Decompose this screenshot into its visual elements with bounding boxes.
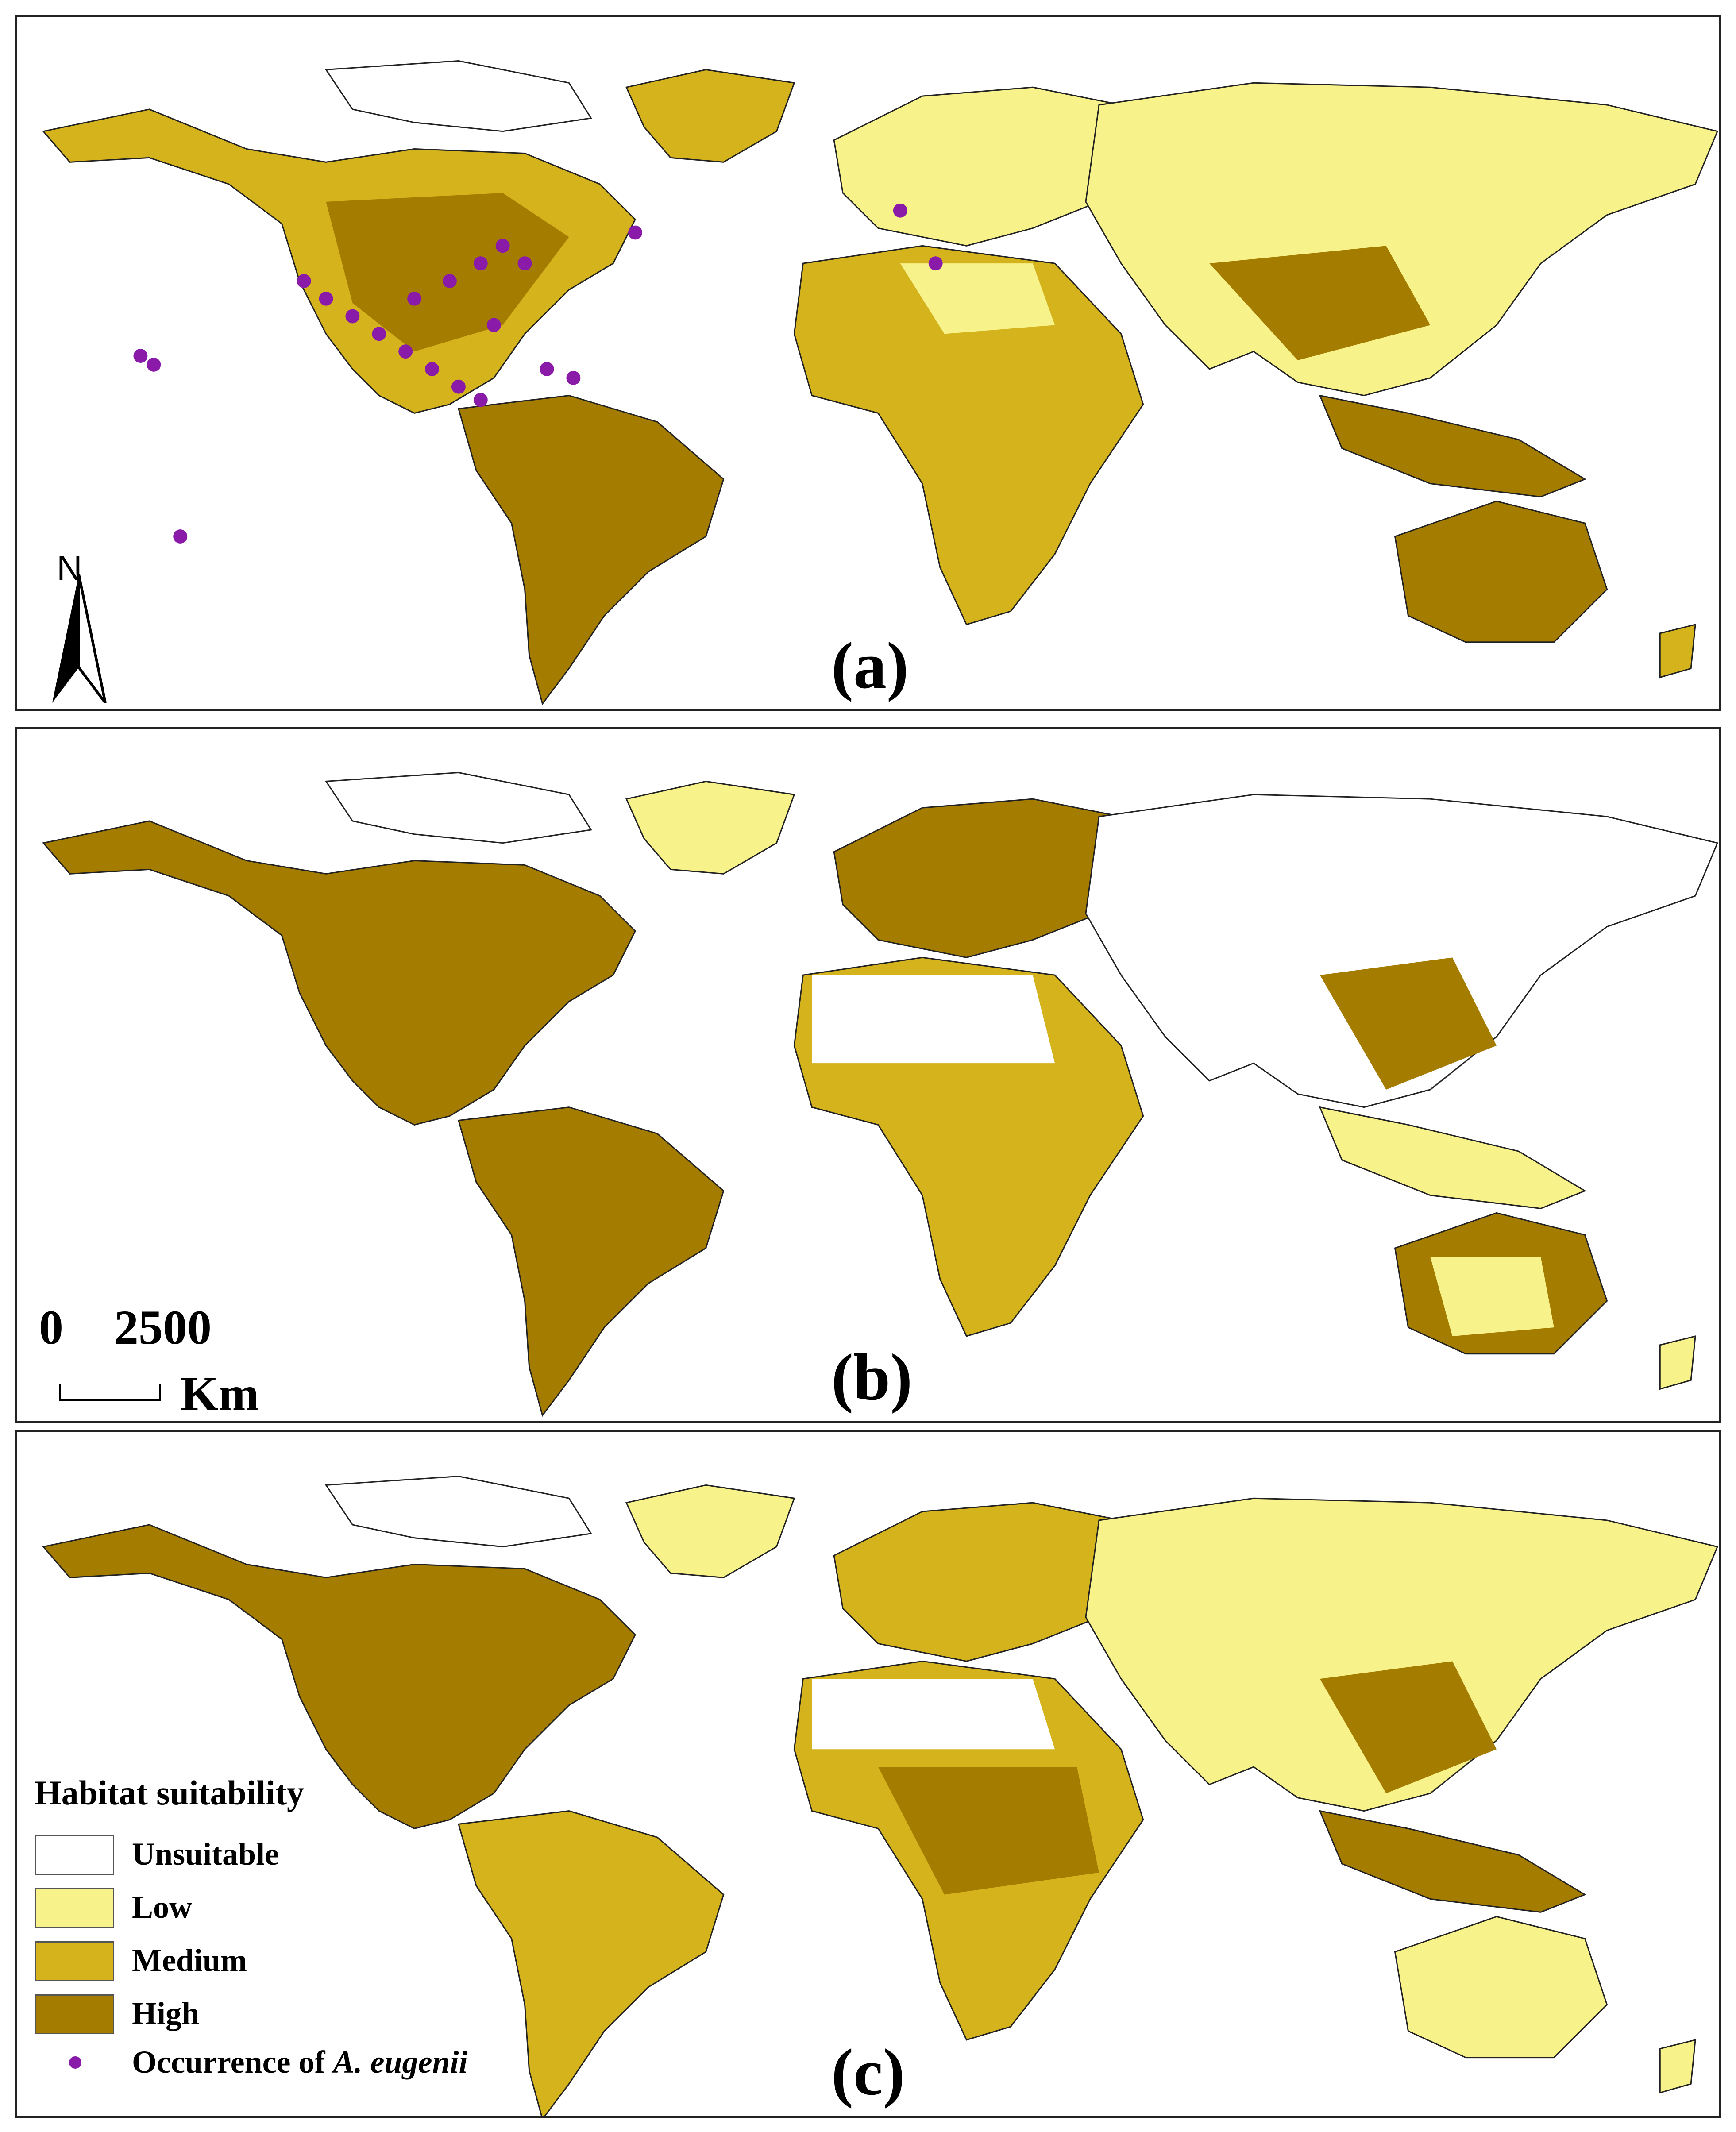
occurrence-point [473,256,488,271]
region-southAmerica [458,1810,725,2116]
world-map-c [42,1475,1719,2116]
legend-label-low: Low [132,1889,193,1925]
region-newZealand [1659,624,1696,679]
occurrence-species: A. eugenii [333,2044,468,2080]
region-northAmerica [42,820,636,1126]
region-seAsia [1319,1106,1586,1209]
occurrence-point [372,327,386,341]
region-northAmerica [42,108,636,414]
area-high-na [326,193,569,352]
region-asia [1085,794,1719,1108]
area-high-china [1319,957,1497,1090]
area-unsuitable-sahara [812,1679,1055,1750]
area-high-asia [1209,246,1431,361]
region-seAsia [1319,1810,1586,1913]
occurrence-point [473,393,488,407]
region-canadaArctic [324,1475,592,1548]
region-canadaArctic [324,771,592,844]
legend-swatch-low [35,1888,114,1928]
scale-bar: 0 2500 Km [35,1299,282,1421]
region-asia [1085,82,1719,397]
occurrence-point [425,362,440,376]
area-unsuitable-sahara [812,975,1055,1064]
map-panel-c: Habitat suitability Unsuitable Low Mediu… [15,1430,1721,2118]
occurrence-point [442,274,457,288]
legend-title: Habitat suitability [35,1773,304,1812]
occurrence-point [173,529,188,544]
north-arrow-icon [52,574,107,703]
panel-label-b: (b) [831,1341,913,1414]
legend-label-medium: Medium [132,1943,247,1978]
occurrence-dot-icon [69,2056,81,2069]
region-southAmerica [458,1106,725,1417]
legend: Habitat suitability Unsuitable Low Mediu… [35,1773,610,2116]
legend-label-occurrence: Occurrence of A. eugenii [132,2044,468,2081]
occurrence-point [928,256,943,271]
occurrence-point [319,291,333,306]
region-newZealand [1659,2039,1696,2094]
area-high-china [1319,1661,1497,1793]
region-greenland [625,69,795,163]
region-africa [793,245,1144,625]
region-australia [1394,500,1608,643]
panel-label-c: (c) [831,2036,905,2109]
region-southAmerica [458,395,725,706]
legend-label-unsuitable: Unsuitable [132,1836,279,1872]
occurrence-point [628,225,643,240]
legend-swatch-medium [35,1941,114,1981]
region-greenland [625,1484,795,1578]
area-low-sahara [900,263,1055,334]
area-low-australia [1430,1257,1554,1336]
scale-bar-line [59,1384,161,1401]
occurrence-point [893,203,907,218]
legend-swatch-high [35,1994,114,2034]
occurrence-point [495,239,510,253]
region-australia [1394,1916,1608,2059]
map-panel-b: 0 2500 Km (b) [15,727,1721,1423]
scale-unit: Km [181,1367,259,1421]
occurrence-point [345,309,360,324]
occurrence-point [407,291,422,306]
region-canadaArctic [324,60,592,132]
occurrence-point [147,358,161,372]
occurrence-point [297,274,311,288]
occurrence-point [566,370,581,385]
occurrence-point [398,344,413,359]
region-newZealand [1659,1335,1696,1390]
occurrence-point [486,318,501,332]
area-high-central-africa [878,1767,1099,1895]
occurrence-point [451,379,466,394]
world-map-a [42,60,1719,706]
panel-label-a: (a) [831,629,909,702]
occurrence-prefix: Occurrence of [132,2044,333,2080]
region-seAsia [1319,394,1586,497]
legend-label-high: High [132,1996,200,2031]
legend-swatch-unsuitable [35,1835,114,1875]
world-map-b [42,771,1719,1417]
region-northAmerica [42,1524,636,1829]
map-panel-a: N (a) [15,15,1721,711]
scale-distance: 2500 [114,1300,212,1354]
occurrence-point [540,362,554,376]
occurrence-point [517,256,532,271]
region-asia [1085,1497,1719,1812]
region-greenland [625,780,795,875]
scale-zero: 0 [39,1300,63,1354]
occurrence-point [133,349,148,363]
